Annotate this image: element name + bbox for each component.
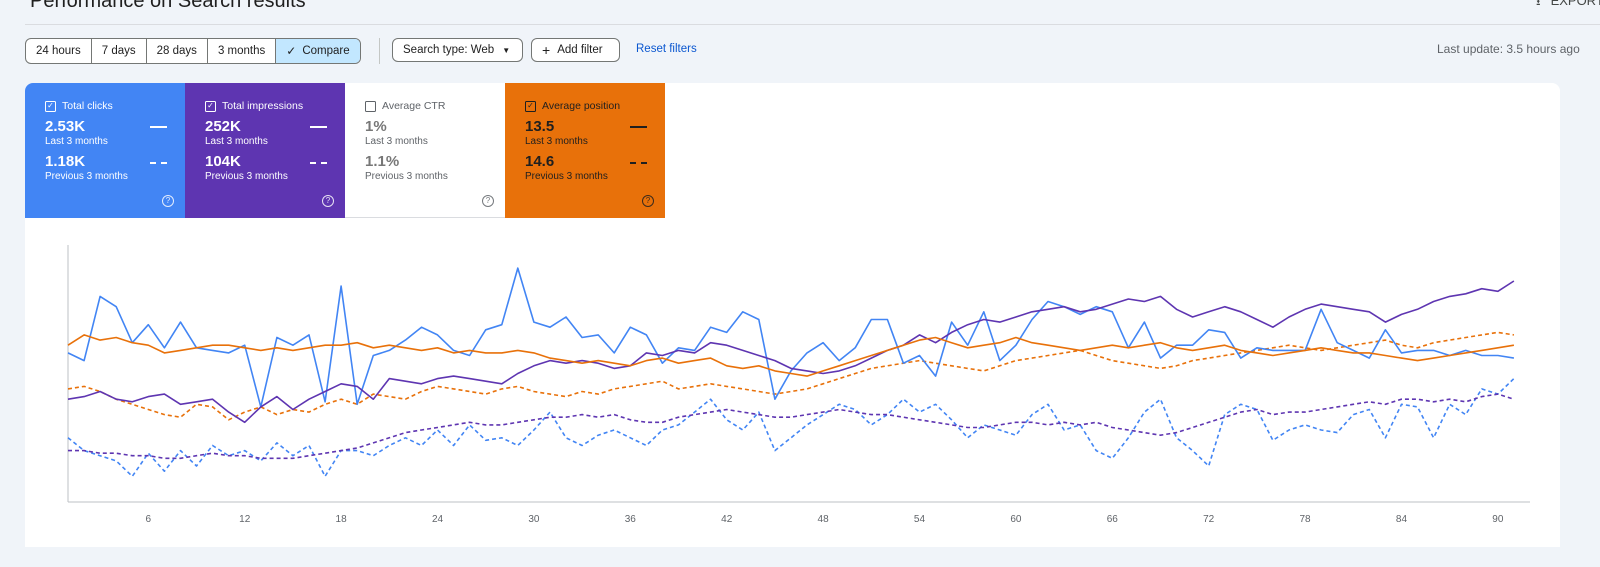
x-tick-label: 90 xyxy=(1492,514,1504,525)
checkbox-checked-icon[interactable]: ✓ xyxy=(45,100,56,112)
total-clicks-line xyxy=(67,267,1515,408)
total-impressions-line xyxy=(67,280,1515,424)
add-filter-label: Add filter xyxy=(557,44,603,56)
x-tick-label: 48 xyxy=(818,514,830,525)
page-title: Performance on Search results xyxy=(30,0,306,12)
metric-period: Last 3 months xyxy=(45,136,108,147)
x-tick-label: 6 xyxy=(146,514,152,525)
dashed-line-legend xyxy=(630,162,647,164)
toolbar-divider xyxy=(379,38,380,64)
range-24-hours[interactable]: 24 hours xyxy=(26,39,92,63)
help-icon[interactable]: ? xyxy=(642,195,654,207)
x-tick-label: 36 xyxy=(625,514,637,525)
metric-prev-value: 1.18K xyxy=(45,153,86,170)
range-3-months[interactable]: 3 months xyxy=(208,39,277,63)
average-position-line xyxy=(67,334,1515,377)
help-icon[interactable]: ? xyxy=(482,195,494,207)
metric-card-ctr[interactable]: Average CTR 1% Last 3 months 1.1% Previo… xyxy=(345,83,505,218)
x-tick-label: 84 xyxy=(1396,514,1408,525)
x-tick-label: 72 xyxy=(1203,514,1215,525)
range-28-days[interactable]: 28 days xyxy=(147,39,208,63)
date-range-selector: 24 hours 7 days 28 days 3 months ✓ Compar… xyxy=(25,38,361,64)
metric-card-impressions[interactable]: ✓ Total impressions 252K Last 3 months 10… xyxy=(185,83,345,218)
range-7-days[interactable]: 7 days xyxy=(92,39,147,63)
solid-line-legend xyxy=(310,126,327,128)
search-type-label: Search type: Web xyxy=(403,44,495,56)
total-clicks-previous-line xyxy=(67,378,1515,478)
x-tick-label: 24 xyxy=(432,514,444,525)
checkbox-unchecked-icon[interactable] xyxy=(365,100,376,112)
metric-prev-value: 104K xyxy=(205,153,241,170)
dropdown-caret-icon: ▼ xyxy=(502,45,511,55)
checkbox-checked-icon[interactable]: ✓ xyxy=(525,100,536,112)
range-compare[interactable]: ✓ Compare xyxy=(276,39,360,63)
x-tick-label: 60 xyxy=(1010,514,1022,525)
dashed-line-legend xyxy=(310,162,327,164)
metric-value: 1% xyxy=(365,118,387,135)
metric-card-clicks[interactable]: ✓ Total clicks 2.53K Last 3 months 1.18K … xyxy=(25,83,185,218)
export-label: EXPORT xyxy=(1550,0,1600,8)
metric-prev-value: 1.1% xyxy=(365,153,400,170)
metric-prev-period: Previous 3 months xyxy=(525,171,608,182)
x-tick-label: 78 xyxy=(1300,514,1312,525)
metric-label: Total impressions xyxy=(222,100,304,112)
search-type-dropdown[interactable]: Search type: Web ▼ xyxy=(392,38,523,62)
download-icon: ⭳ xyxy=(1536,0,1541,8)
solid-line-legend xyxy=(630,126,647,128)
metric-label: Average CTR xyxy=(382,100,446,112)
metric-period: Last 3 months xyxy=(365,136,428,147)
metric-label: Average position xyxy=(542,100,621,112)
add-filter-button[interactable]: + Add filter xyxy=(531,38,620,62)
metric-prev-period: Previous 3 months xyxy=(45,171,128,182)
help-icon[interactable]: ? xyxy=(322,195,334,207)
metric-value: 13.5 xyxy=(525,118,555,135)
metric-value: 2.53K xyxy=(45,118,86,135)
metric-prev-period: Previous 3 months xyxy=(365,171,448,182)
x-tick-label: 66 xyxy=(1107,514,1119,525)
metric-value: 252K xyxy=(205,118,241,135)
metric-label: Total clicks xyxy=(62,100,113,112)
checkbox-checked-icon[interactable]: ✓ xyxy=(205,100,216,112)
metric-period: Last 3 months xyxy=(525,136,588,147)
header-divider xyxy=(25,24,1600,25)
x-tick-label: 30 xyxy=(528,514,540,525)
solid-line-legend xyxy=(150,126,167,128)
last-update-text: Last update: 3.5 hours ago xyxy=(1437,42,1580,56)
compare-label: Compare xyxy=(302,45,350,57)
metric-card-position[interactable]: ✓ Average position 13.5 Last 3 months 14.… xyxy=(505,83,665,218)
export-button[interactable]: ⭳ EXPORT xyxy=(1536,0,1600,14)
x-tick-label: 18 xyxy=(336,514,348,525)
plus-icon: + xyxy=(542,42,551,58)
dashed-line-legend xyxy=(150,162,167,164)
x-tick-label: 54 xyxy=(914,514,926,525)
check-icon: ✓ xyxy=(286,44,297,58)
x-tick-label: 42 xyxy=(721,514,733,525)
metric-prev-value: 14.6 xyxy=(525,153,555,170)
average-position-previous-line xyxy=(67,331,1515,421)
reset-filters-link[interactable]: Reset filters xyxy=(636,43,697,55)
help-icon[interactable]: ? xyxy=(162,195,174,207)
metric-prev-period: Previous 3 months xyxy=(205,171,288,182)
x-tick-label: 12 xyxy=(239,514,251,525)
metric-period: Last 3 months xyxy=(205,136,268,147)
